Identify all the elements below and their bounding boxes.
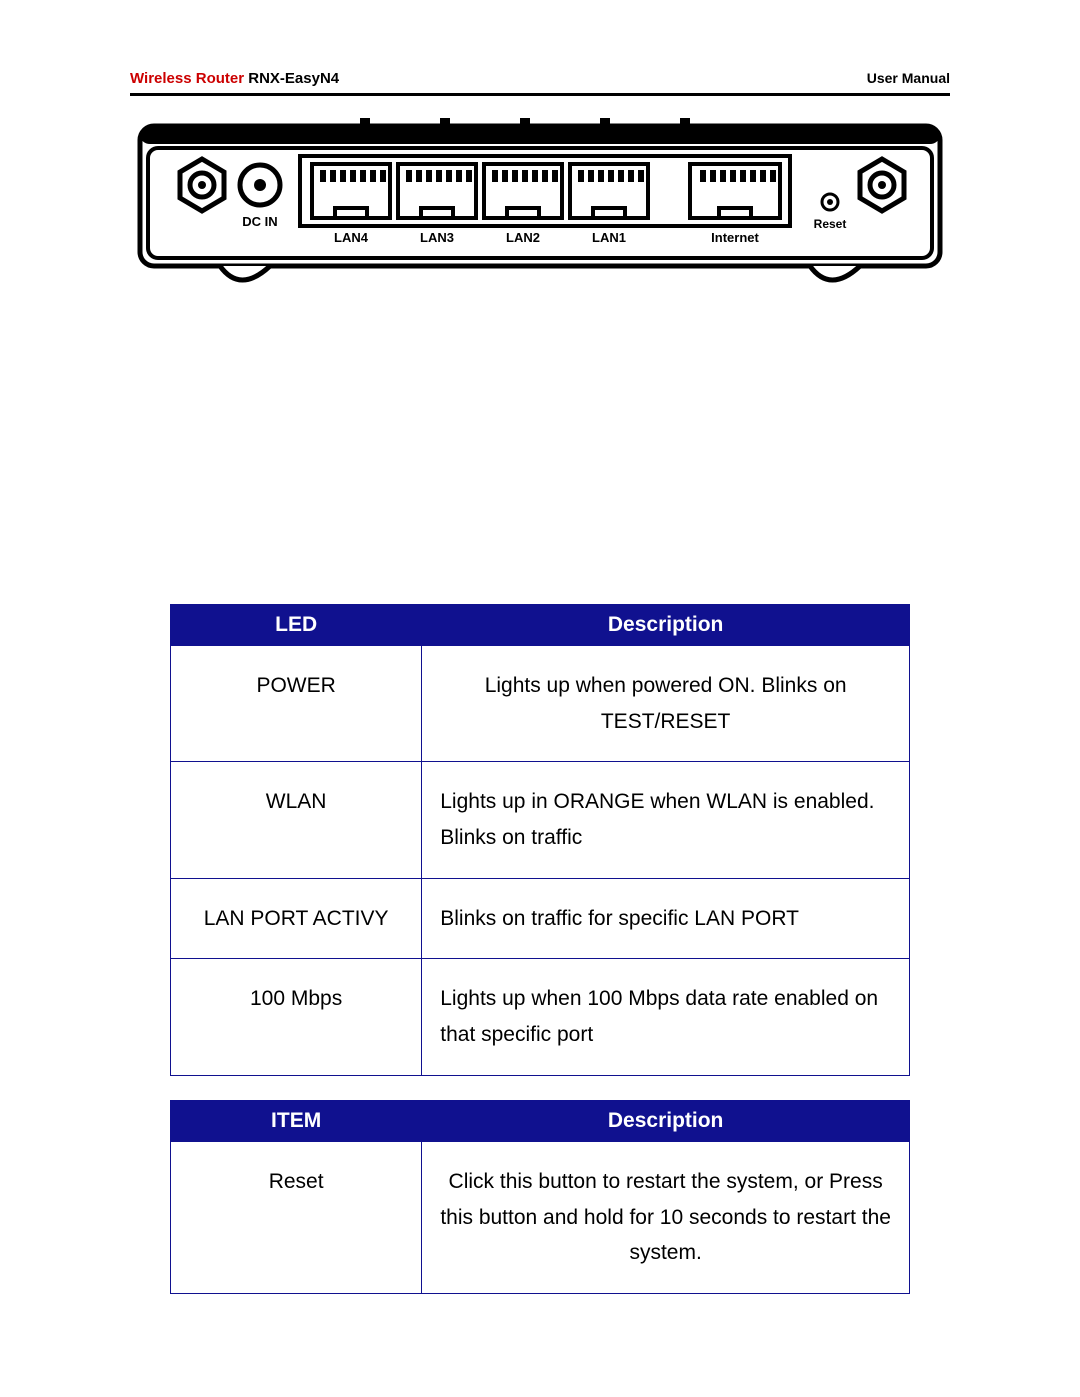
led-col-header-a: LED (171, 605, 422, 646)
table-row: LAN PORT ACTIVY Blinks on traffic for sp… (171, 878, 910, 959)
lan-port-2 (484, 164, 562, 218)
item-col-header-a: ITEM (171, 1100, 422, 1141)
tables-container: LED Description POWER Lights up when pow… (130, 604, 950, 1294)
header-right: User Manual (867, 70, 950, 86)
port-label-lan4: LAN4 (334, 230, 369, 245)
header-left: Wireless Router RNX-EasyN4 (130, 70, 339, 87)
page: Wireless Router RNX-EasyN4 User Manual (0, 0, 1080, 1294)
led-cell-name: WLAN (171, 762, 422, 878)
reset-label: Reset (814, 217, 847, 231)
dc-in-label: DC IN (242, 214, 277, 229)
table-header-row: ITEM Description (171, 1100, 910, 1141)
item-table: ITEM Description Reset Click this button… (170, 1100, 910, 1294)
led-cell-desc: Lights up when powered ON. Blinks on TES… (422, 646, 910, 762)
led-table: LED Description POWER Lights up when pow… (170, 604, 910, 1076)
led-cell-desc: Blinks on traffic for specific LAN PORT (422, 878, 910, 959)
port-label-lan1: LAN1 (592, 230, 626, 245)
header-brand: Wireless Router (130, 70, 244, 87)
header-model: RNX-EasyN4 (248, 70, 339, 87)
item-col-header-b: Description (422, 1100, 910, 1141)
table-row: POWER Lights up when powered ON. Blinks … (171, 646, 910, 762)
led-cell-desc: Lights up in ORANGE when WLAN is enabled… (422, 762, 910, 878)
led-cell-name: LAN PORT ACTIVY (171, 878, 422, 959)
item-cell-desc: Click this button to restart the system,… (422, 1141, 910, 1293)
led-cell-name: POWER (171, 646, 422, 762)
port-label-lan2: LAN2 (506, 230, 540, 245)
led-cell-desc: Lights up when 100 Mbps data rate enable… (422, 959, 910, 1075)
router-illustration: DC IN (130, 114, 950, 304)
port-label-internet: Internet (711, 230, 759, 245)
led-cell-name: 100 Mbps (171, 959, 422, 1075)
lan-port-3 (398, 164, 476, 218)
lan-port-4 (312, 164, 390, 218)
page-header: Wireless Router RNX-EasyN4 User Manual (130, 70, 950, 91)
internet-port (690, 164, 780, 218)
header-rule (130, 93, 950, 96)
table-row: Reset Click this button to restart the s… (171, 1141, 910, 1293)
lan-port-1 (570, 164, 648, 218)
table-row: WLAN Lights up in ORANGE when WLAN is en… (171, 762, 910, 878)
led-col-header-b: Description (422, 605, 910, 646)
table-row: 100 Mbps Lights up when 100 Mbps data ra… (171, 959, 910, 1075)
item-cell-name: Reset (171, 1141, 422, 1293)
port-label-lan3: LAN3 (420, 230, 454, 245)
table-header-row: LED Description (171, 605, 910, 646)
router-rear-diagram: DC IN (130, 114, 950, 304)
